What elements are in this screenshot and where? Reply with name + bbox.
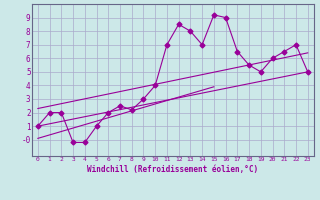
- X-axis label: Windchill (Refroidissement éolien,°C): Windchill (Refroidissement éolien,°C): [87, 165, 258, 174]
